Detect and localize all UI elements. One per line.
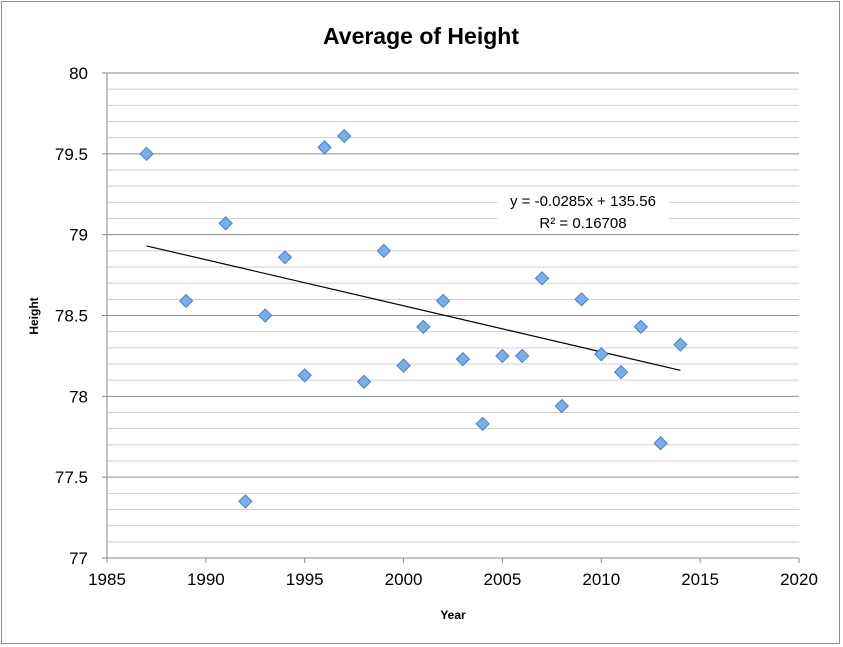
x-tick-label: 1990 bbox=[187, 570, 225, 589]
data-point bbox=[514, 348, 530, 364]
data-point bbox=[376, 243, 392, 259]
y-tick-label: 78.5 bbox=[55, 307, 88, 326]
x-tick-label: 2010 bbox=[582, 570, 620, 589]
trendline-r-squared: R² = 0.16708 bbox=[539, 215, 626, 232]
data-point bbox=[613, 364, 629, 380]
data-points bbox=[139, 128, 688, 509]
x-tick-label: 1985 bbox=[88, 570, 126, 589]
y-tick-label: 78 bbox=[69, 387, 88, 406]
trendline bbox=[146, 245, 681, 371]
x-tick-label: 2020 bbox=[780, 570, 818, 589]
y-axis-label: Height bbox=[27, 297, 41, 334]
data-point bbox=[653, 436, 668, 451]
data-point bbox=[475, 416, 490, 432]
x-tick-label: 2000 bbox=[385, 570, 423, 589]
data-point bbox=[594, 347, 609, 362]
y-tick-label: 79 bbox=[69, 226, 88, 245]
x-tick-label: 2015 bbox=[681, 570, 719, 589]
x-tick-label: 2005 bbox=[484, 570, 522, 589]
data-point bbox=[337, 128, 352, 144]
data-point bbox=[495, 348, 510, 364]
y-tick-label: 77 bbox=[69, 549, 88, 568]
data-point bbox=[238, 494, 253, 509]
chart-title: Average of Height bbox=[323, 23, 519, 49]
data-point bbox=[554, 398, 569, 414]
data-point bbox=[257, 308, 273, 323]
data-point bbox=[435, 293, 451, 309]
x-axis-label: Year bbox=[440, 608, 466, 622]
data-point bbox=[455, 351, 471, 367]
trendline-equation: y = -0.0285x + 135.56 bbox=[510, 193, 656, 210]
data-point bbox=[356, 374, 372, 389]
tick-labels: 1985 1990 1995 2000 2005 2010 2015 2020 77 77.5 78… bbox=[55, 64, 818, 589]
data-point bbox=[416, 319, 431, 335]
data-point bbox=[633, 319, 649, 335]
trendline-group bbox=[146, 245, 681, 371]
data-point bbox=[277, 250, 293, 265]
trendline-label-box bbox=[497, 187, 669, 234]
data-point bbox=[317, 140, 332, 155]
data-point bbox=[534, 271, 550, 286]
x-tick-label: 1995 bbox=[286, 570, 324, 589]
data-point bbox=[396, 358, 411, 373]
data-point bbox=[218, 216, 233, 231]
data-point bbox=[673, 337, 688, 352]
y-tick-label: 77.5 bbox=[55, 468, 88, 487]
axes bbox=[102, 72, 800, 563]
data-point bbox=[139, 146, 154, 162]
data-point bbox=[178, 293, 194, 309]
gridlines bbox=[107, 72, 799, 543]
y-tick-label: 80 bbox=[69, 64, 88, 83]
data-point bbox=[574, 292, 589, 307]
data-point bbox=[297, 368, 312, 383]
y-tick-label: 79.5 bbox=[55, 145, 88, 164]
